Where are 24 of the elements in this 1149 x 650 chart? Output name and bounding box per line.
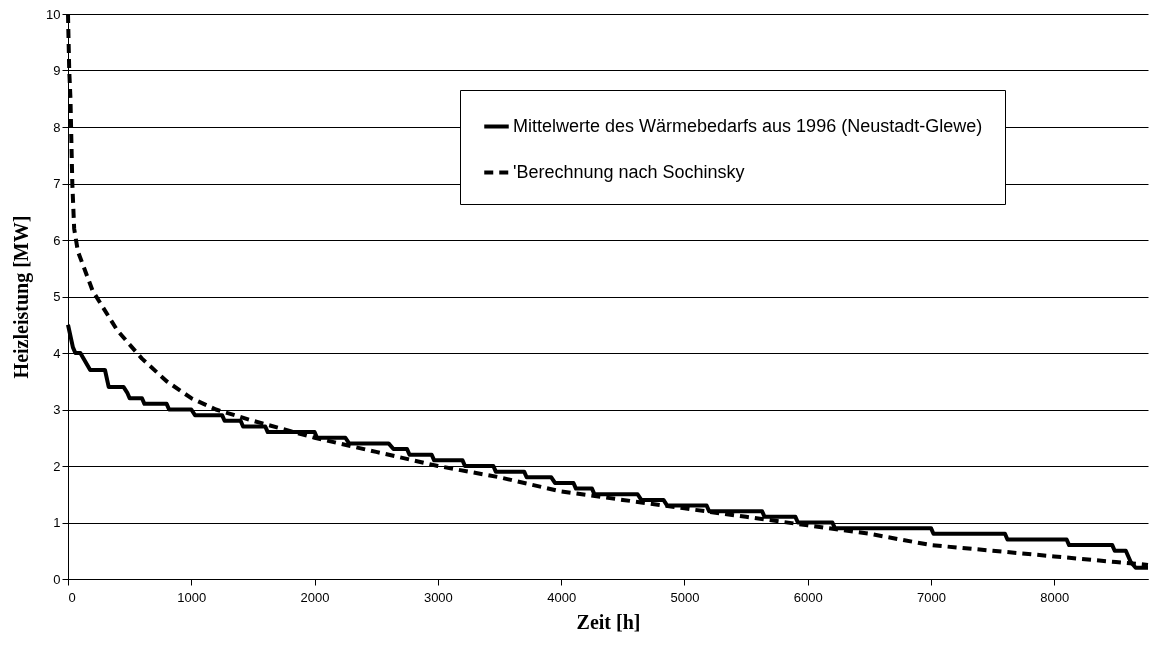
x-tick-label: 2000 [300, 589, 330, 605]
y-tick-label: 4 [53, 345, 61, 361]
y-tick-label: 10 [46, 6, 61, 22]
x-tick-label: 8000 [1040, 589, 1070, 605]
y-tick-label: 8 [53, 119, 61, 135]
legend-label: 'Berechnung nach Sochinsky [513, 161, 745, 182]
x-tick-label: 6000 [793, 589, 823, 605]
y-tick-label: 5 [53, 289, 61, 304]
y-tick-label: 7 [53, 176, 61, 191]
x-axis-title: Zeit [h] [576, 610, 641, 633]
y-axis-title: Heizleistung [MW] [10, 215, 34, 379]
y-tick-label: 3 [53, 402, 61, 417]
y-tick-label: 0 [53, 571, 61, 587]
legend-label: Mittelwerte des Wärmebedarfs aus 1996 (Neustadt-Glewe) [513, 115, 983, 136]
x-tick-label: 3000 [423, 589, 453, 605]
x-tick-label: 1000 [177, 589, 207, 605]
y-tick-label: 1 [53, 515, 61, 530]
x-tick-label: 4000 [547, 589, 577, 605]
y-tick-label: 9 [53, 63, 61, 78]
y-tick-label: 2 [53, 458, 61, 474]
x-tick-label: 7000 [917, 589, 946, 605]
x-tick-label: 5000 [670, 589, 700, 605]
y-tick-label: 6 [53, 232, 61, 248]
x-tick-label: 0 [68, 589, 76, 605]
